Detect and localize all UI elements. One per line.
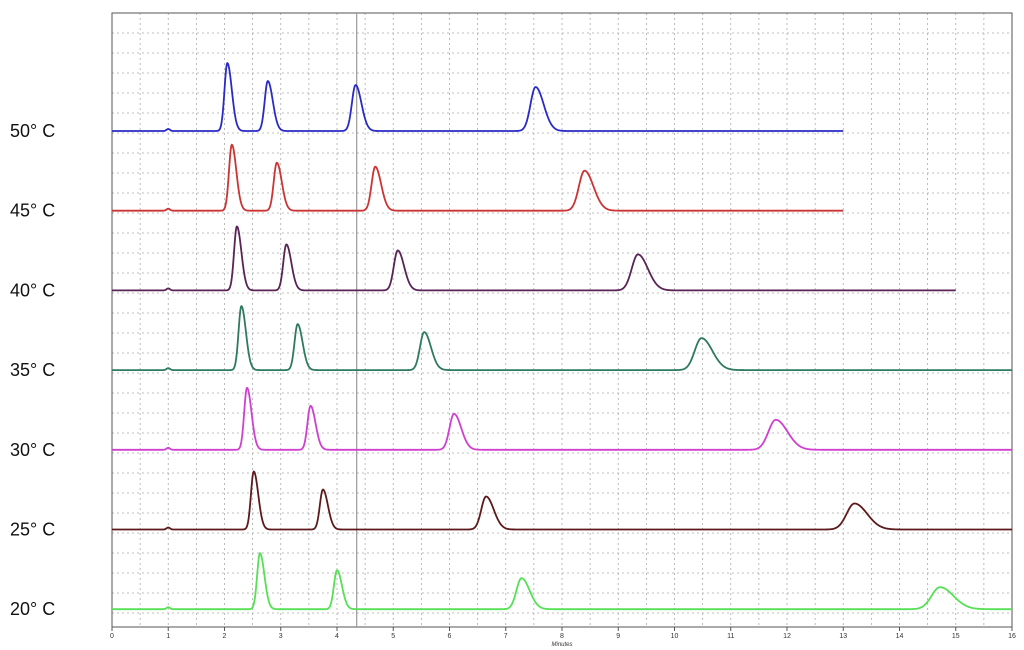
trace-label: 25° C: [10, 520, 55, 540]
x-tick-label: 5: [391, 633, 395, 640]
traces: [111, 62, 1013, 611]
trace-30c: [111, 386, 1013, 451]
x-axis-ticks: 0 1 2 3 4 5 6 7 8 9 10 11 12 13 14 15 16: [110, 627, 1016, 640]
trace-40c: [111, 225, 957, 292]
trace-label: 20° C: [10, 599, 55, 619]
trace-label: 35° C: [10, 360, 55, 380]
x-tick-label: 0: [110, 633, 114, 640]
x-tick-label: 12: [783, 633, 791, 640]
grid: [112, 13, 1012, 627]
trace-label: 45° C: [10, 201, 55, 221]
trace-35c: [111, 305, 1013, 372]
x-tick-label: 4: [335, 633, 339, 640]
trace-25c: [111, 470, 1013, 531]
trace-label: 40° C: [10, 280, 55, 300]
trace-label: 30° C: [10, 440, 55, 460]
trace-45c: [111, 143, 844, 212]
x-tick-label: 9: [616, 633, 620, 640]
trace-50c: [111, 62, 844, 132]
x-tick-label: 6: [448, 633, 452, 640]
x-axis-title: Minutes: [551, 642, 572, 648]
x-tick-label: 2: [223, 633, 227, 640]
trace-20c: [111, 552, 1013, 611]
trace-label: 50° C: [10, 121, 55, 141]
x-tick-label: 8: [560, 633, 564, 640]
x-tick-label: 14: [896, 633, 904, 640]
x-tick-label: 3: [279, 633, 283, 640]
x-tick-label: 7: [504, 633, 508, 640]
x-tick-label: 11: [727, 633, 734, 640]
x-tick-label: 16: [1008, 633, 1016, 640]
x-tick-label: 10: [671, 633, 679, 640]
trace-labels: 50° C 45° C 40° C 35° C 30° C 25° C 20° C: [10, 121, 55, 619]
x-tick-label: 13: [839, 633, 847, 640]
x-tick-label: 1: [166, 633, 170, 640]
x-tick-label: 15: [952, 633, 960, 640]
